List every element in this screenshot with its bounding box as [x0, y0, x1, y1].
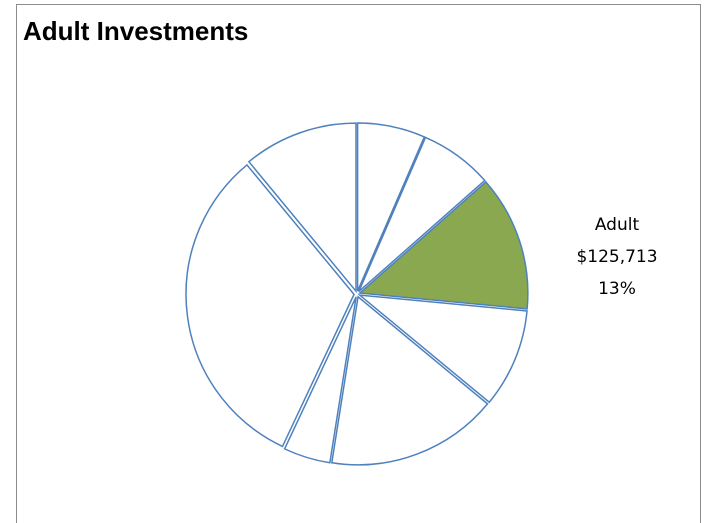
slice-label-percent: 13% — [598, 279, 636, 299]
pie-slice-1 — [356, 122, 426, 292]
pie-slice-7 — [185, 163, 355, 448]
slice-label-amount: $125,713 — [576, 247, 657, 267]
pie-slices — [185, 122, 529, 466]
pie-slice-8 — [247, 122, 357, 294]
pie-slice-4 — [357, 294, 528, 404]
pie-slice-adult — [358, 180, 529, 310]
pie-slice-6 — [283, 296, 357, 464]
pie-slice-2 — [358, 136, 486, 293]
chart-title: Adult Investments — [23, 16, 249, 46]
pie-slice-5 — [330, 295, 489, 466]
slice-label-name: Adult — [595, 215, 640, 235]
highlight-label: Adult $125,713 13% — [576, 215, 657, 299]
